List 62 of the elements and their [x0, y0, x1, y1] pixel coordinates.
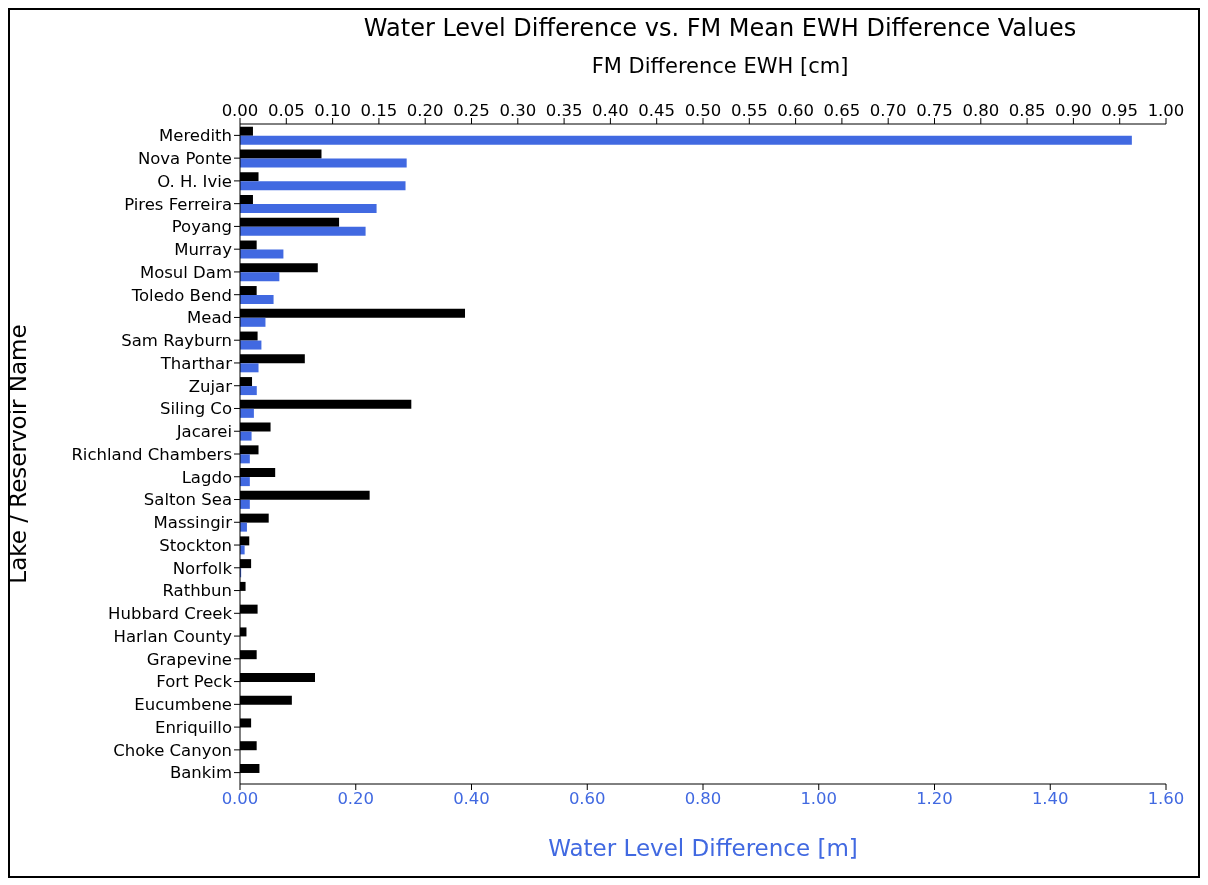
- x2-tick-label: 0.45: [638, 101, 676, 120]
- x2-tick-label: 0.50: [684, 101, 722, 120]
- y-tick-label: Poyang: [171, 217, 232, 237]
- y-tick-label: Rathbun: [162, 581, 232, 601]
- x2-tick-label: 0.30: [499, 101, 537, 120]
- x2-axis-title: FM Difference EWH [cm]: [590, 54, 850, 78]
- y-tick-label: Fort Peck: [156, 672, 233, 692]
- x2-tick-label: 0.00: [221, 101, 259, 120]
- y-tick-label: Stockton: [159, 535, 232, 555]
- y-tick-label: Norfolk: [172, 558, 233, 578]
- y-tick-label: Tharthar: [159, 353, 233, 373]
- y-tick-label: Massingir: [153, 513, 233, 533]
- y-tick-label: Sam Rayburn: [121, 331, 232, 351]
- x2-tick-label: 0.15: [360, 101, 398, 120]
- y-tick-label: Harlan County: [113, 626, 233, 646]
- x-tick-label: 1.20: [916, 788, 953, 808]
- x2-tick-label: 0.80: [962, 101, 1000, 120]
- x2-tick-label: 1.00: [1147, 101, 1185, 120]
- y-tick-label: Toledo Bend: [130, 285, 232, 305]
- x2-tick-label: 0.10: [314, 101, 351, 120]
- y-tick-label: Murray: [174, 240, 233, 260]
- x2-tick-label: 0.20: [406, 101, 444, 120]
- x-tick-label: 0.40: [453, 788, 490, 808]
- y-tick-label: Meredith: [159, 126, 232, 146]
- x2-tick-label: 0.35: [545, 101, 583, 120]
- y-tick-label: Mead: [187, 308, 232, 328]
- x2-tick-label: 0.75: [916, 101, 953, 120]
- x-tick-label: 1.00: [800, 788, 838, 808]
- y-tick-label: Jacarei: [175, 422, 232, 442]
- y-tick-label: Grapevine: [146, 649, 232, 669]
- y-tick-label: O. H. Ivie: [157, 171, 232, 191]
- y-tick-label: Bankim: [169, 763, 232, 783]
- x2-tick-label: 0.85: [1008, 101, 1046, 120]
- x2-tick-label: 0.55: [730, 101, 768, 120]
- y-tick-label: Lagdo: [181, 467, 232, 487]
- y-tick-label: Richland Chambers: [71, 444, 232, 464]
- x2-tick-label: 0.05: [267, 101, 305, 120]
- y-tick-label: Enriquillo: [154, 717, 232, 737]
- y-tick-label: Salton Sea: [143, 490, 232, 510]
- x-tick-label: 0.60: [568, 788, 606, 808]
- y-tick-label: Zujar: [188, 376, 233, 396]
- y-tick-label: Pires Ferreira: [124, 194, 232, 214]
- y-tick-label: Nova Ponte: [137, 149, 232, 168]
- y-tick-label: Choke Canyon: [113, 740, 232, 760]
- x-tick-label: 1.60: [1147, 788, 1185, 808]
- x2-tick-label: 0.40: [592, 101, 629, 120]
- x2-tick-label: 0.95: [1101, 101, 1139, 120]
- x-tick-label: 1.40: [1031, 788, 1069, 808]
- x-tick-label: 0.20: [337, 788, 375, 808]
- y-tick-label: Eucumbene: [134, 695, 232, 715]
- x-tick-label: 0.00: [221, 788, 259, 808]
- y-tick-label: Mosul Dam: [139, 262, 232, 282]
- chart-title: Water Level Difference vs. FM Mean EWH Difference Values: [362, 14, 1078, 42]
- x2-tick-label: 0.65: [823, 101, 861, 120]
- y-tick-label: Hubbard Creek: [108, 604, 233, 624]
- x2-tick-label: 0.70: [869, 101, 907, 120]
- x2-tick-label: 0.90: [1055, 101, 1092, 120]
- y-tick-label: Siling Co: [159, 399, 232, 419]
- x2-tick-label: 0.60: [777, 101, 814, 120]
- x-axis-title: Water Level Difference [m]: [548, 835, 858, 861]
- x-tick-label: 0.80: [684, 788, 722, 808]
- x2-tick-label: 0.25: [453, 101, 490, 120]
